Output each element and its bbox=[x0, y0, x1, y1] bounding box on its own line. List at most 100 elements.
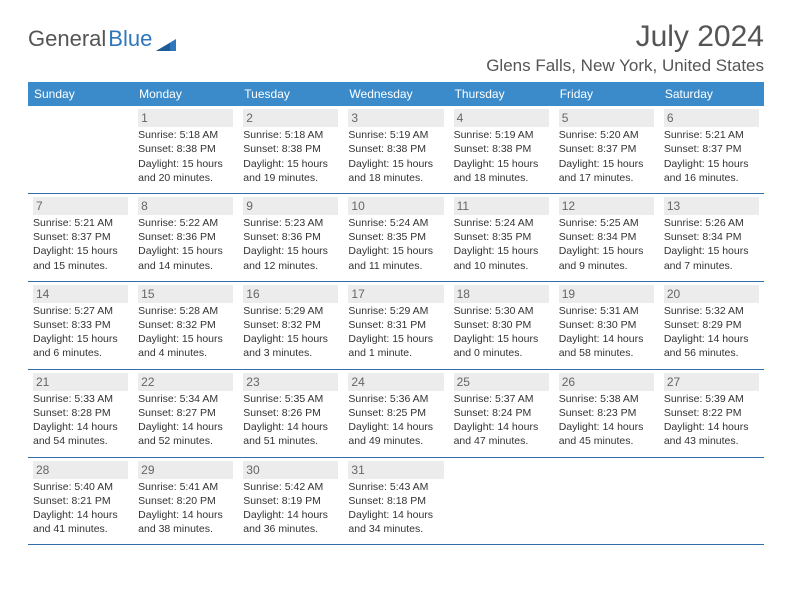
calendar-day-cell: 15Sunrise: 5:28 AMSunset: 8:32 PMDayligh… bbox=[133, 281, 238, 369]
day-number bbox=[454, 461, 549, 463]
calendar-day-cell: 16Sunrise: 5:29 AMSunset: 8:32 PMDayligh… bbox=[238, 281, 343, 369]
day-number: 13 bbox=[664, 197, 759, 215]
calendar-day-cell: 25Sunrise: 5:37 AMSunset: 8:24 PMDayligh… bbox=[449, 369, 554, 457]
calendar-day-cell: 4Sunrise: 5:19 AMSunset: 8:38 PMDaylight… bbox=[449, 106, 554, 193]
sunrise-text: Sunrise: 5:39 AM bbox=[664, 392, 759, 406]
daylight-text: Daylight: 15 hours and 1 minute. bbox=[348, 332, 443, 360]
day-number: 11 bbox=[454, 197, 549, 215]
day-number: 18 bbox=[454, 285, 549, 303]
daylight-text: Daylight: 14 hours and 58 minutes. bbox=[559, 332, 654, 360]
day-number: 15 bbox=[138, 285, 233, 303]
sunset-text: Sunset: 8:38 PM bbox=[243, 142, 338, 156]
calendar-day-cell: 20Sunrise: 5:32 AMSunset: 8:29 PMDayligh… bbox=[659, 281, 764, 369]
daylight-text: Daylight: 15 hours and 19 minutes. bbox=[243, 157, 338, 185]
daylight-text: Daylight: 15 hours and 16 minutes. bbox=[664, 157, 759, 185]
sunset-text: Sunset: 8:33 PM bbox=[33, 318, 128, 332]
sunrise-text: Sunrise: 5:34 AM bbox=[138, 392, 233, 406]
calendar-week-row: 14Sunrise: 5:27 AMSunset: 8:33 PMDayligh… bbox=[28, 281, 764, 369]
daylight-text: Daylight: 15 hours and 9 minutes. bbox=[559, 244, 654, 272]
sunrise-text: Sunrise: 5:40 AM bbox=[33, 480, 128, 494]
sunset-text: Sunset: 8:21 PM bbox=[33, 494, 128, 508]
sunset-text: Sunset: 8:32 PM bbox=[138, 318, 233, 332]
logo-text-2: Blue bbox=[108, 26, 152, 52]
sunset-text: Sunset: 8:31 PM bbox=[348, 318, 443, 332]
calendar-day-cell: 5Sunrise: 5:20 AMSunset: 8:37 PMDaylight… bbox=[554, 106, 659, 193]
day-number: 21 bbox=[33, 373, 128, 391]
sunrise-text: Sunrise: 5:26 AM bbox=[664, 216, 759, 230]
weekday-header: Tuesday bbox=[238, 82, 343, 106]
calendar-day-cell: 1Sunrise: 5:18 AMSunset: 8:38 PMDaylight… bbox=[133, 106, 238, 193]
day-number: 5 bbox=[559, 109, 654, 127]
sunset-text: Sunset: 8:29 PM bbox=[664, 318, 759, 332]
sunrise-text: Sunrise: 5:31 AM bbox=[559, 304, 654, 318]
calendar-day-cell: 11Sunrise: 5:24 AMSunset: 8:35 PMDayligh… bbox=[449, 193, 554, 281]
calendar-day-cell bbox=[28, 106, 133, 193]
calendar-week-row: 1Sunrise: 5:18 AMSunset: 8:38 PMDaylight… bbox=[28, 106, 764, 193]
daylight-text: Daylight: 15 hours and 17 minutes. bbox=[559, 157, 654, 185]
sunrise-text: Sunrise: 5:41 AM bbox=[138, 480, 233, 494]
sunrise-text: Sunrise: 5:25 AM bbox=[559, 216, 654, 230]
day-number: 31 bbox=[348, 461, 443, 479]
calendar-day-cell: 24Sunrise: 5:36 AMSunset: 8:25 PMDayligh… bbox=[343, 369, 448, 457]
logo-triangle-icon bbox=[156, 31, 176, 47]
calendar-day-cell: 10Sunrise: 5:24 AMSunset: 8:35 PMDayligh… bbox=[343, 193, 448, 281]
weekday-header: Saturday bbox=[659, 82, 764, 106]
daylight-text: Daylight: 14 hours and 43 minutes. bbox=[664, 420, 759, 448]
sunrise-text: Sunrise: 5:18 AM bbox=[138, 128, 233, 142]
sunrise-text: Sunrise: 5:21 AM bbox=[33, 216, 128, 230]
calendar-day-cell: 26Sunrise: 5:38 AMSunset: 8:23 PMDayligh… bbox=[554, 369, 659, 457]
sunrise-text: Sunrise: 5:24 AM bbox=[348, 216, 443, 230]
day-number: 27 bbox=[664, 373, 759, 391]
calendar-day-cell: 22Sunrise: 5:34 AMSunset: 8:27 PMDayligh… bbox=[133, 369, 238, 457]
sunrise-text: Sunrise: 5:35 AM bbox=[243, 392, 338, 406]
sunrise-text: Sunrise: 5:20 AM bbox=[559, 128, 654, 142]
weekday-header: Thursday bbox=[449, 82, 554, 106]
day-number: 4 bbox=[454, 109, 549, 127]
daylight-text: Daylight: 15 hours and 11 minutes. bbox=[348, 244, 443, 272]
weekday-header: Wednesday bbox=[343, 82, 448, 106]
sunrise-text: Sunrise: 5:21 AM bbox=[664, 128, 759, 142]
daylight-text: Daylight: 15 hours and 12 minutes. bbox=[243, 244, 338, 272]
daylight-text: Daylight: 15 hours and 18 minutes. bbox=[348, 157, 443, 185]
calendar-day-cell: 13Sunrise: 5:26 AMSunset: 8:34 PMDayligh… bbox=[659, 193, 764, 281]
sunset-text: Sunset: 8:28 PM bbox=[33, 406, 128, 420]
calendar-day-cell: 6Sunrise: 5:21 AMSunset: 8:37 PMDaylight… bbox=[659, 106, 764, 193]
sunrise-text: Sunrise: 5:28 AM bbox=[138, 304, 233, 318]
day-number: 2 bbox=[243, 109, 338, 127]
sunrise-text: Sunrise: 5:24 AM bbox=[454, 216, 549, 230]
calendar-day-cell: 8Sunrise: 5:22 AMSunset: 8:36 PMDaylight… bbox=[133, 193, 238, 281]
sunrise-text: Sunrise: 5:32 AM bbox=[664, 304, 759, 318]
day-number: 8 bbox=[138, 197, 233, 215]
calendar-week-row: 28Sunrise: 5:40 AMSunset: 8:21 PMDayligh… bbox=[28, 457, 764, 545]
sunrise-text: Sunrise: 5:43 AM bbox=[348, 480, 443, 494]
day-number: 16 bbox=[243, 285, 338, 303]
day-number: 17 bbox=[348, 285, 443, 303]
day-number: 19 bbox=[559, 285, 654, 303]
daylight-text: Daylight: 15 hours and 7 minutes. bbox=[664, 244, 759, 272]
logo: GeneralBlue bbox=[28, 20, 176, 52]
sunrise-text: Sunrise: 5:29 AM bbox=[243, 304, 338, 318]
calendar-week-row: 7Sunrise: 5:21 AMSunset: 8:37 PMDaylight… bbox=[28, 193, 764, 281]
calendar-day-cell: 2Sunrise: 5:18 AMSunset: 8:38 PMDaylight… bbox=[238, 106, 343, 193]
calendar-day-cell: 9Sunrise: 5:23 AMSunset: 8:36 PMDaylight… bbox=[238, 193, 343, 281]
calendar-day-cell: 12Sunrise: 5:25 AMSunset: 8:34 PMDayligh… bbox=[554, 193, 659, 281]
sunset-text: Sunset: 8:27 PM bbox=[138, 406, 233, 420]
title-block: July 2024 Glens Falls, New York, United … bbox=[486, 20, 764, 76]
sunset-text: Sunset: 8:37 PM bbox=[559, 142, 654, 156]
daylight-text: Daylight: 15 hours and 0 minutes. bbox=[454, 332, 549, 360]
sunset-text: Sunset: 8:35 PM bbox=[348, 230, 443, 244]
sunset-text: Sunset: 8:34 PM bbox=[559, 230, 654, 244]
location-text: Glens Falls, New York, United States bbox=[486, 56, 764, 76]
daylight-text: Daylight: 15 hours and 14 minutes. bbox=[138, 244, 233, 272]
sunset-text: Sunset: 8:36 PM bbox=[138, 230, 233, 244]
day-number: 14 bbox=[33, 285, 128, 303]
sunset-text: Sunset: 8:38 PM bbox=[138, 142, 233, 156]
daylight-text: Daylight: 14 hours and 45 minutes. bbox=[559, 420, 654, 448]
calendar-week-row: 21Sunrise: 5:33 AMSunset: 8:28 PMDayligh… bbox=[28, 369, 764, 457]
daylight-text: Daylight: 15 hours and 3 minutes. bbox=[243, 332, 338, 360]
day-number bbox=[33, 109, 128, 111]
calendar-day-cell: 21Sunrise: 5:33 AMSunset: 8:28 PMDayligh… bbox=[28, 369, 133, 457]
calendar-day-cell: 19Sunrise: 5:31 AMSunset: 8:30 PMDayligh… bbox=[554, 281, 659, 369]
daylight-text: Daylight: 15 hours and 6 minutes. bbox=[33, 332, 128, 360]
calendar-body: 1Sunrise: 5:18 AMSunset: 8:38 PMDaylight… bbox=[28, 106, 764, 545]
